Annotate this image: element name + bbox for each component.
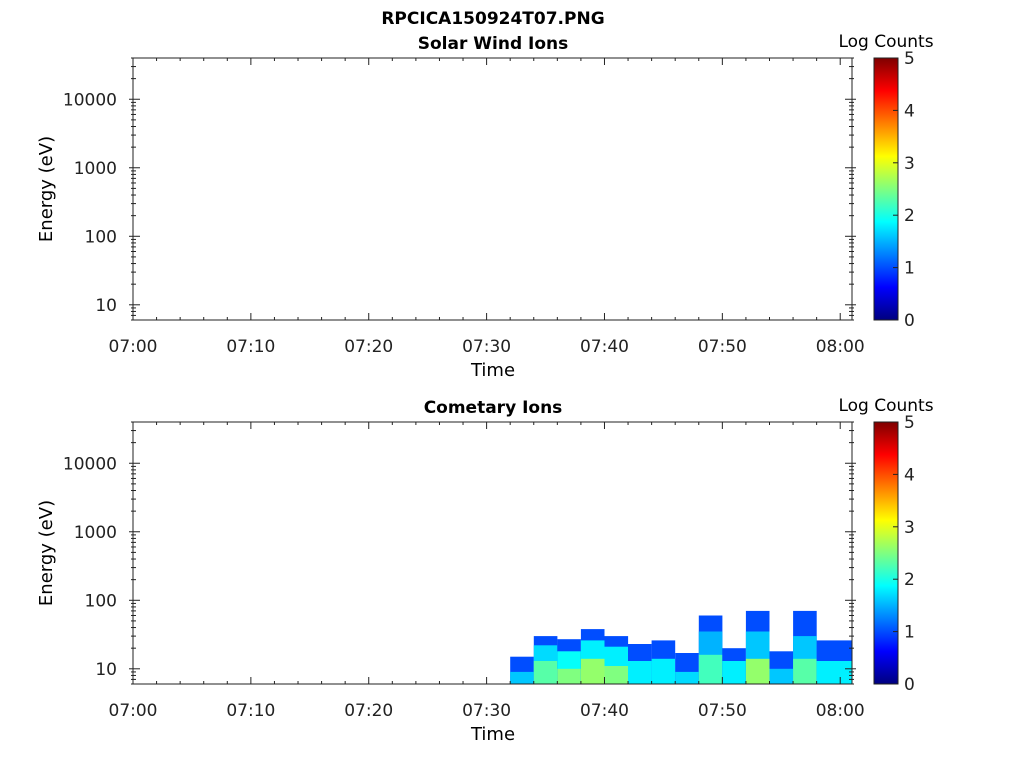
x-tick-label: 07:00 [109,701,158,721]
panel-solar-wind: Solar Wind Ions 07:00 07:10 07:20 07:30 07:4… [36,32,934,381]
panel-cometary: Cometary Ions 07:00 07:10 07:20 07:30 07:40 0… [36,396,934,745]
x-axis-label-cometary: Time [470,724,515,745]
heatmap-cell [533,661,558,684]
colorbar-cometary [873,421,899,685]
y-tick-label: 100 [85,591,117,611]
x-tick-label: 07:10 [226,337,275,357]
colorbar-tick-label: 1 [904,259,915,279]
panel-title-cometary: Cometary Ions [424,398,563,418]
x-axis-label-solar-wind: Time [470,360,515,381]
y-tick-label: 10 [95,660,117,680]
x-tick-label: 07:40 [580,337,629,357]
plot-area-cometary [133,422,852,684]
heatmap-cell [580,658,605,684]
x-axis-ticks-cometary: 07:00 07:10 07:20 07:30 07:40 07:50 08:00 [109,422,865,721]
colorbar-tick-label: 2 [904,570,915,590]
figure-title: RPCICA150924T07.PNG [381,9,604,29]
colorbar-tick-label: 2 [904,206,915,226]
x-tick-label: 08:00 [816,701,865,721]
heatmap-cell [628,661,652,684]
x-tick-label: 08:00 [816,337,865,357]
heatmap-cell [604,666,629,684]
colorbar-label-cometary: Log Counts [838,396,933,416]
x-tick-label: 07:00 [109,337,158,357]
x-tick-label: 07:50 [698,337,747,357]
colorbar-ticks-cometary: 0 1 2 3 4 5 [893,413,915,695]
colorbar-tick-label: 5 [904,49,915,69]
x-tick-label: 07:30 [462,701,511,721]
colorbar-label-solar-wind: Log Counts [838,32,933,52]
heatmap-cell [816,661,852,684]
y-axis-label-cometary: Energy (eV) [36,500,57,606]
colorbar-ticks-solar-wind: 0 1 2 3 4 5 [893,49,915,331]
y-tick-label: 1000 [74,159,117,179]
colorbar-tick-label: 1 [904,623,915,643]
plot-frame-cometary [132,421,853,685]
colorbar-tick-label: 4 [904,465,915,485]
y-axis-label-solar-wind: Energy (eV) [36,136,57,242]
y-tick-label: 10000 [63,90,117,110]
y-tick-label: 10 [95,296,117,316]
heatmap-cell [793,658,817,684]
colorbar-tick-label: 5 [904,413,915,433]
heatmap-cell [769,668,794,684]
colorbar-solar-wind [873,57,899,321]
heatmap-cell [557,668,581,684]
colorbar-tick-label: 3 [904,518,915,538]
x-tick-label: 07:40 [580,701,629,721]
heatmap-cell [510,671,534,684]
x-tick-label: 07:50 [698,701,747,721]
plot-area-solar-wind [132,57,853,321]
x-tick-label: 07:10 [226,701,275,721]
y-tick-label: 1000 [74,523,117,543]
y-tick-label: 100 [85,227,117,247]
colorbar-tick-label: 0 [904,311,915,331]
heatmap-cell [722,661,746,684]
y-tick-label: 10000 [63,454,117,474]
y-axis-ticks-solar-wind: 10 100 1000 10000 [63,57,856,321]
x-tick-label: 07:20 [344,701,393,721]
heatmap-cells-cometary [510,610,852,684]
colorbar-tick-label: 3 [904,154,915,174]
x-tick-label: 07:20 [344,337,393,357]
heatmap-cell [745,658,770,684]
heatmap-cell [698,654,723,684]
x-axis-ticks-solar-wind: 07:00 07:10 07:20 07:30 07:40 07:50 08:00 [109,58,865,357]
colorbar-tick-label: 4 [904,101,915,121]
colorbar-tick-label: 0 [904,675,915,695]
x-tick-label: 07:30 [462,337,511,357]
y-axis-ticks-cometary: 10 100 1000 10000 [63,421,856,685]
heatmap-cell [675,671,699,684]
panel-title-solar-wind: Solar Wind Ions [418,34,569,54]
heatmap-cell [651,658,676,684]
